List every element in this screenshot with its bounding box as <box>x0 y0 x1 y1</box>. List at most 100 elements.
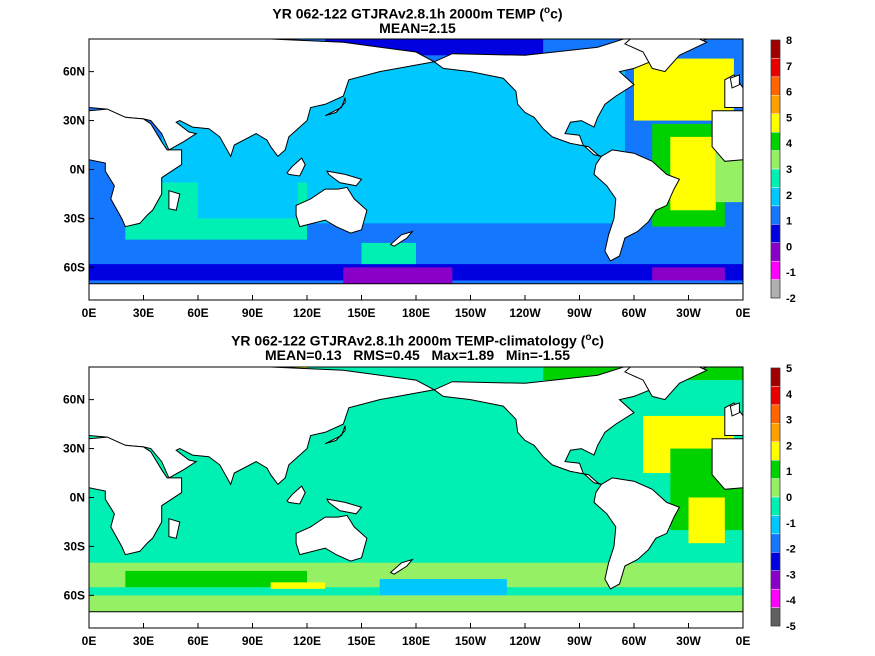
land-borneo <box>286 485 306 505</box>
colorbar-label: -2 <box>786 293 796 305</box>
x-tick-label: 60W <box>622 306 647 320</box>
y-tick-label: 30N <box>63 114 85 128</box>
x-tick-label: 150W <box>455 306 487 320</box>
land-madagascar <box>168 190 181 211</box>
land-newzealand <box>389 230 414 247</box>
x-tick-label: 90W <box>567 306 592 320</box>
y-tick-label: 30S <box>64 539 85 553</box>
field-patch <box>198 153 298 219</box>
colorbar-label: 3 <box>786 164 792 176</box>
x-tick-label: 60E <box>187 306 208 320</box>
colorbar-label: 1 <box>786 466 792 478</box>
colorbar-label: 7 <box>786 61 792 73</box>
colorbar-swatch <box>770 76 781 96</box>
x-tick-label: 120W <box>509 306 541 320</box>
field-patch <box>89 595 743 612</box>
y-tick-label: 0N <box>70 163 85 177</box>
colorbar-label: 6 <box>786 87 792 99</box>
x-tick-label: 120W <box>509 634 541 648</box>
land-samerica <box>593 477 681 590</box>
colorbar-label: 5 <box>786 363 792 375</box>
colorbar-swatch <box>770 478 781 498</box>
land-africaW <box>711 438 743 490</box>
colorbar-swatch <box>770 279 781 299</box>
x-tick-label: 180E <box>402 306 430 320</box>
x-tick-label: 150W <box>455 634 487 648</box>
x-tick-label: 30W <box>676 306 701 320</box>
x-tick-label: 30E <box>133 306 154 320</box>
colorbar-swatch <box>770 205 781 225</box>
x-tick-label: 30E <box>133 634 154 648</box>
land-eurasia <box>89 39 436 158</box>
field-patch <box>379 579 507 599</box>
land-samerica <box>593 149 681 262</box>
colorbar-label: 5 <box>786 112 792 124</box>
colorbar-swatch <box>770 607 781 627</box>
bottom-map-panel: 0E 30E 60E 90E 120E 150E 180E 150W 120W 90W 60W 30W… <box>63 363 797 648</box>
land-australia <box>295 514 368 562</box>
land-japan <box>324 425 346 445</box>
top-map-panel: 0E 30E 60E 90E 120E 150E 180E 150W 120W 90W 60W 30W… <box>63 35 796 320</box>
colorbar-label: 0 <box>786 492 792 504</box>
colorbar-swatch <box>770 242 781 262</box>
bottom-map-title: YR 062-122 GTJRAv2.8.1h 2000m TEMP-clima… <box>231 332 604 349</box>
colorbar-swatch <box>770 552 781 571</box>
colorbar-frame <box>770 367 781 627</box>
colorbar: 5 4 3 2 1 0 -1 -2 -3 -4 -5 <box>770 363 797 633</box>
land-australia <box>295 186 368 234</box>
x-tick-label: 0E <box>736 634 751 648</box>
colorbar-swatch <box>770 515 781 535</box>
x-tick-label: 120E <box>293 306 321 320</box>
land-borneo <box>286 157 306 177</box>
x-tick-label: 150E <box>347 634 375 648</box>
colorbar-swatch <box>770 58 781 78</box>
y-tick-label: 30N <box>63 442 85 456</box>
x-tick-label: 90W <box>567 634 592 648</box>
y-tick-label: 30S <box>64 211 85 225</box>
x-tick-label: 120E <box>293 634 321 648</box>
land-greenland <box>623 367 708 401</box>
field-patch <box>361 242 416 265</box>
x-tick-label: 60W <box>622 634 647 648</box>
x-tick-label: 60E <box>187 634 208 648</box>
colorbar-swatch <box>770 131 781 151</box>
colorbar-swatch <box>770 588 781 608</box>
colorbar-label: -1 <box>786 267 796 279</box>
land-newguinea <box>326 498 363 515</box>
colorbar-label: -2 <box>786 544 796 556</box>
colorbar-label: 3 <box>786 415 792 427</box>
bottom-map-subtitle: MEAN=0.13 RMS=0.45 Max=1.89 Min=-1.55 <box>264 347 571 363</box>
x-tick-label: 0E <box>82 634 97 648</box>
x-tick-label: 180E <box>402 634 430 648</box>
colorbar-label: 2 <box>786 440 792 452</box>
land-namerica <box>433 39 709 157</box>
land-madagascar <box>168 518 181 539</box>
y-tick-label: 60S <box>64 260 85 274</box>
field-patch <box>670 136 716 211</box>
field-patch <box>688 497 725 544</box>
colorbar-swatch <box>770 496 781 516</box>
land-newzealand <box>389 558 414 575</box>
x-tick-label: 150E <box>347 306 375 320</box>
field-patch <box>634 58 734 121</box>
colorbar-swatch <box>770 95 781 114</box>
colorbar-label: -1 <box>786 518 796 530</box>
land-uk <box>729 74 740 89</box>
x-tick-label: 90E <box>242 634 263 648</box>
colorbar-label: 4 <box>786 138 793 150</box>
land-africa <box>89 108 183 228</box>
top-map-subtitle: MEAN=2.15 <box>379 20 456 36</box>
x-tick-label: 0E <box>736 306 751 320</box>
colorbar-swatch <box>770 459 781 479</box>
x-tick-label: 30W <box>676 634 701 648</box>
colorbar-swatch <box>770 570 781 590</box>
y-tick-label: 60N <box>63 65 85 79</box>
colorbar-label: 8 <box>786 35 792 47</box>
colorbar: 8 7 6 5 4 3 2 1 0 -1 -2 <box>770 35 796 305</box>
colorbar-swatch <box>770 39 781 59</box>
colorbar-label: 4 <box>786 389 793 401</box>
colorbar-label: -3 <box>786 569 796 581</box>
y-tick-label: 60N <box>63 393 85 407</box>
colorbar-swatch <box>770 367 781 387</box>
x-tick-label: 90E <box>242 306 263 320</box>
